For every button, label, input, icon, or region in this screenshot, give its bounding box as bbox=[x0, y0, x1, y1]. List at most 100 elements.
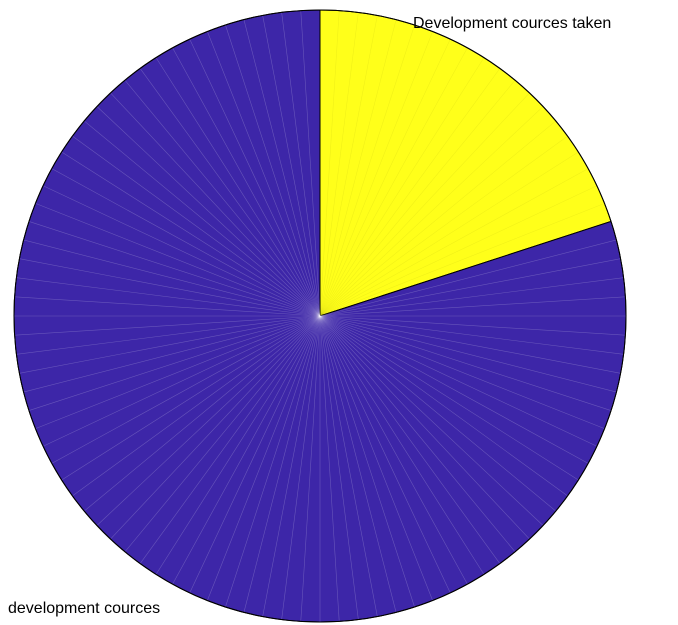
slice-facet-line bbox=[319, 315, 359, 620]
slice-facet-line bbox=[16, 315, 321, 355]
slice-label-development-cources: development cources bbox=[8, 600, 160, 617]
slice-facet-line bbox=[14, 296, 321, 317]
slice-facet-line bbox=[319, 10, 340, 317]
slice-facet-line bbox=[262, 315, 321, 617]
slice-facet-line bbox=[319, 315, 485, 575]
slice-facet-line bbox=[155, 57, 321, 317]
slice-facet-line bbox=[96, 106, 321, 317]
slice-facet-line bbox=[319, 315, 378, 617]
slice-facet-line bbox=[16, 277, 321, 317]
slice-facet-line bbox=[110, 315, 321, 540]
slice-facet-line bbox=[61, 315, 321, 481]
slice-facet-line bbox=[84, 315, 321, 512]
slice-facet-line bbox=[19, 315, 321, 374]
slice-facet-line bbox=[319, 315, 451, 594]
slice-facet-line bbox=[319, 315, 433, 601]
slice-facet-line bbox=[42, 315, 321, 447]
slice-facet-line bbox=[300, 10, 321, 317]
slice-facet-line bbox=[319, 277, 624, 317]
slice-facet-line bbox=[319, 315, 612, 411]
slice-facet-line bbox=[96, 315, 321, 526]
slice-facet-line bbox=[319, 203, 605, 317]
slice-facet-line bbox=[319, 47, 468, 317]
slice-facet-line bbox=[319, 258, 621, 317]
slice-facet-line bbox=[319, 106, 544, 317]
slice-facet-line bbox=[319, 239, 617, 317]
slice-facet-line bbox=[155, 315, 321, 575]
slice-facet-line bbox=[300, 315, 321, 622]
slice-rays bbox=[13, 9, 627, 623]
slice-facet-line bbox=[319, 92, 530, 317]
slice-facet-line bbox=[319, 315, 605, 429]
slice-facet-line bbox=[319, 315, 579, 481]
slice-facet-line bbox=[51, 168, 321, 317]
slice-facet-line bbox=[72, 135, 321, 317]
slice-facet-line bbox=[19, 258, 321, 317]
slice-facet-line bbox=[319, 315, 624, 355]
slice-facet-line bbox=[139, 315, 321, 564]
slice-facet-line bbox=[319, 151, 579, 317]
slice-facet-line bbox=[319, 12, 359, 317]
slice-facet-line bbox=[319, 315, 468, 585]
slice-facet-line bbox=[28, 221, 321, 317]
slice-facet-line bbox=[72, 315, 321, 497]
slice-facet-line bbox=[319, 315, 556, 512]
slice-facet-line bbox=[281, 315, 321, 620]
slice-label-development-cources-taken: Development cources taken bbox=[413, 15, 611, 32]
slice-facet-line bbox=[189, 315, 321, 594]
slice-facet-line bbox=[14, 315, 321, 336]
slice-facet-line bbox=[319, 315, 589, 464]
slice-facet-line bbox=[124, 80, 321, 317]
slice-facet-line bbox=[35, 315, 321, 429]
pie-outline bbox=[13, 9, 627, 623]
slice-facet-line bbox=[243, 19, 321, 317]
slice-facet-line bbox=[124, 315, 321, 552]
slice-facet-line bbox=[243, 315, 321, 613]
slice-facet-line bbox=[319, 315, 598, 447]
slice-facet-line bbox=[172, 315, 321, 585]
slice-facet-line bbox=[319, 315, 397, 613]
slice-facet-line bbox=[319, 315, 568, 497]
slice-facet-line bbox=[172, 47, 321, 317]
slice-facet-line bbox=[281, 12, 321, 317]
slice-facet-line bbox=[110, 92, 321, 317]
slice-facet-line bbox=[319, 315, 415, 608]
slice-facet-line bbox=[51, 315, 321, 464]
slice-facet-line bbox=[319, 38, 451, 317]
slice-facet-line bbox=[23, 315, 321, 393]
slice-facet-line bbox=[225, 24, 321, 317]
slice-facet-line bbox=[225, 315, 321, 608]
slice-facet-line bbox=[319, 80, 516, 317]
slice-facet-line bbox=[319, 135, 568, 317]
slice-facet-line bbox=[319, 315, 340, 622]
slice-facet-line bbox=[319, 315, 621, 374]
slice-facet-line bbox=[319, 315, 617, 393]
slice-facet-line bbox=[207, 31, 321, 317]
slice-facet-line bbox=[319, 57, 485, 317]
slice-facet-line bbox=[319, 120, 556, 317]
slice-facet-line bbox=[319, 24, 415, 317]
slice-facet-line bbox=[319, 68, 501, 317]
slice-facet-line bbox=[319, 185, 598, 317]
slice-facet-line bbox=[28, 315, 321, 411]
slice-facet-line bbox=[61, 151, 321, 317]
slice-facet-line bbox=[84, 120, 321, 317]
slice-facet-line bbox=[207, 315, 321, 601]
slice-facet-line bbox=[319, 315, 544, 526]
slice-facet-line bbox=[319, 315, 501, 564]
slice-facet-line bbox=[42, 185, 321, 317]
slice-facet-line bbox=[319, 315, 626, 336]
slice-facet-line bbox=[319, 315, 530, 540]
slice-facet-line bbox=[23, 239, 321, 317]
slice-facet-line bbox=[262, 15, 321, 317]
slice-facet-line bbox=[35, 203, 321, 317]
slice-facet-line bbox=[319, 19, 397, 317]
slice-facet-line bbox=[319, 296, 626, 317]
slice-facet-line bbox=[319, 168, 589, 317]
slice-facet-line bbox=[189, 38, 321, 317]
slice-facet-line bbox=[139, 68, 321, 317]
slice-facet-line bbox=[319, 315, 516, 552]
slice-facet-line bbox=[319, 15, 378, 317]
slice-facet-line bbox=[319, 31, 433, 317]
